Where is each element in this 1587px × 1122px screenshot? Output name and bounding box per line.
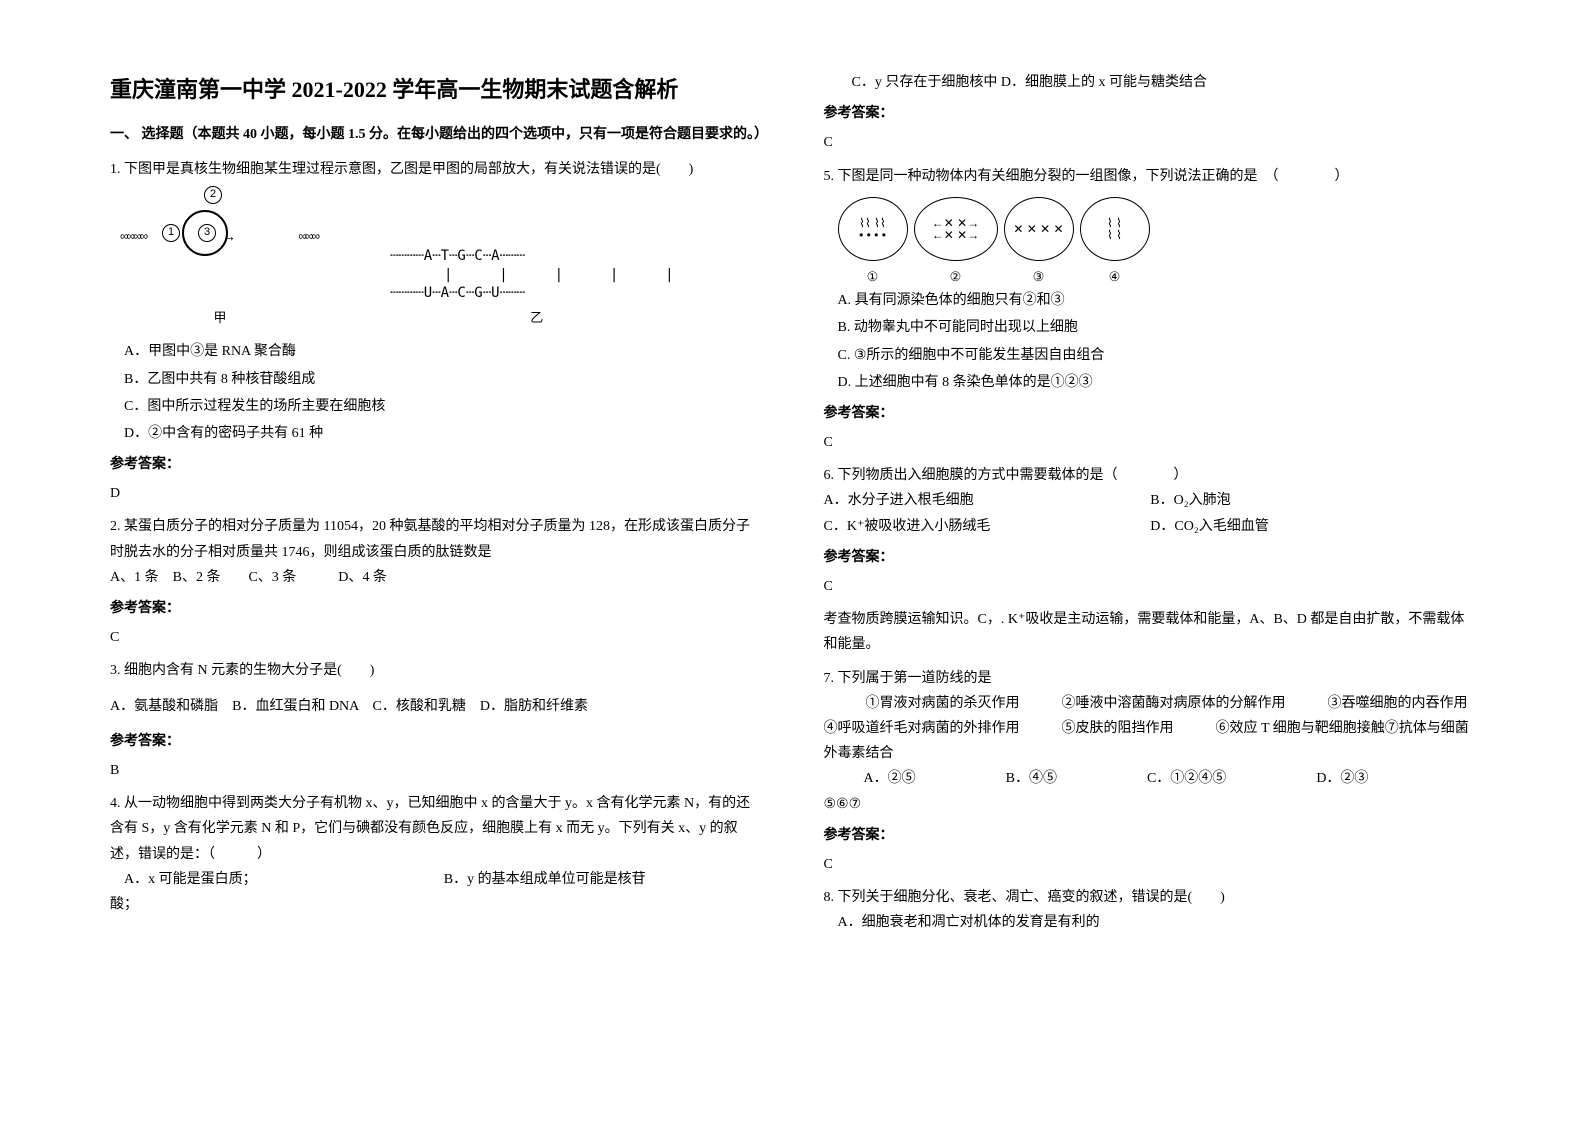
- cell-1: ⌇⌇ ⌇⌇• • • •: [838, 197, 908, 261]
- question-2: 2. 某蛋白质分子的相对分子质量为 11054，20 种氨基酸的平均相对分子质量…: [110, 514, 764, 650]
- q7-optA: A．②⑤: [864, 766, 916, 791]
- q2-options: A、1 条 B、2 条 C、3 条 D、4 条: [110, 565, 764, 590]
- q6-row2: C．K⁺被吸收进入小肠绒毛 D．CO₂入毛细血管: [824, 514, 1478, 539]
- arrow-icon: →: [222, 224, 236, 249]
- q1-figure-left: 2 1 3 → ∞∞∞∞ ∞∞∞ 甲: [130, 192, 310, 329]
- q7-options-row: A．②⑤ B．④⑤ C．①②④⑤ D．②③: [864, 766, 1478, 791]
- q4-stem: 4. 从一动物细胞中得到两类大分子有机物 x、y，已知细胞中 x 的含量大于 y…: [110, 791, 764, 867]
- q4-optB: B．y 的基本组成单位可能是核苷: [444, 867, 764, 892]
- q1-figure-right: ┄┄┄┄A┄T┄G┄C┄A┄┄┄ | | | | | ┄┄┄┄U┄A┄C┄G┄U…: [390, 247, 684, 329]
- answer-label: 参考答案：: [110, 452, 764, 477]
- q2-stem: 2. 某蛋白质分子的相对分子质量为 11054，20 种氨基酸的平均相对分子质量…: [110, 514, 764, 564]
- question-4-cont: C．y 只存在于细胞核中 D．细胞膜上的 x 可能与糖类结合 参考答案： C: [824, 70, 1478, 156]
- q7-body: ①胃液对病菌的杀灭作用 ②唾液中溶菌酶对病原体的分解作用 ③吞噬细胞的内吞作用 …: [824, 691, 1478, 767]
- q3-answer: B: [110, 758, 764, 783]
- q6-optD: D．CO₂入毛细血管: [1150, 514, 1477, 539]
- q8-stem: 8. 下列关于细胞分化、衰老、凋亡、癌变的叙述，错误的是( ): [824, 885, 1478, 910]
- q6-explain: 考查物质跨膜运输知识。C，. K⁺吸收是主动运输，需要载体和能量，A、B、D 都…: [824, 607, 1478, 657]
- q8-options: A．细胞衰老和凋亡对机体的发育是有利的: [838, 910, 1478, 935]
- q6-optA: A．水分子进入根毛细胞: [824, 488, 1151, 513]
- q7-stem: 7. 下列属于第一道防线的是: [824, 666, 1478, 691]
- q1-optC: C．图中所示过程发生的场所主要在细胞核: [124, 394, 764, 419]
- q4-optA: A．x 可能是蛋白质；: [124, 867, 444, 892]
- q5-figure: ⌇⌇ ⌇⌇• • • • ←✕ ✕→←✕ ✕→ ✕ ✕ ✕ ✕ ⌇ ⌇⌇ ⌇: [838, 197, 1478, 261]
- answer-label: 参考答案：: [824, 823, 1478, 848]
- q1-answer: D: [110, 481, 764, 506]
- chain-left-icon: ∞∞∞∞: [120, 226, 146, 248]
- q1-figure: 2 1 3 → ∞∞∞∞ ∞∞∞ 甲 ┄┄┄┄A┄T┄G┄C┄A┄┄┄ | | …: [130, 192, 764, 329]
- q1-optD: D．②中含有的密码子共有 61 种: [124, 421, 764, 446]
- answer-label: 参考答案：: [824, 101, 1478, 126]
- question-8: 8. 下列关于细胞分化、衰老、凋亡、癌变的叙述，错误的是( ) A．细胞衰老和凋…: [824, 885, 1478, 935]
- left-column: 重庆潼南第一中学 2021-2022 学年高一生物期末试题含解析 一、 选择题（…: [90, 70, 794, 1082]
- q5-labels: ① ② ③ ④: [838, 265, 1478, 288]
- q6-optB: B．O₂入肺泡: [1150, 488, 1477, 513]
- cell-3: ✕ ✕ ✕ ✕: [1004, 197, 1074, 261]
- question-1: 1. 下图甲是真核生物细胞某生理过程示意图，乙图是甲图的局部放大，有关说法错误的…: [110, 157, 764, 507]
- q1-optB: B．乙图中共有 8 种核苷酸组成: [124, 367, 764, 392]
- dna-top: ┄┄┄┄A┄T┄G┄C┄A┄┄┄: [390, 248, 525, 264]
- q5-optC: C. ③所示的细胞中不可能发生基因自由组合: [838, 343, 1478, 368]
- chain-right-icon: ∞∞∞: [298, 226, 318, 248]
- q5-answer: C: [824, 430, 1478, 455]
- q3-options: A．氨基酸和磷脂 B．血红蛋白和 DNA C．核酸和乳糖 D．脂肪和纤维素: [110, 694, 764, 719]
- q5-optB: B. 动物睾丸中不可能同时出现以上细胞: [838, 315, 1478, 340]
- chrom-icon: ⌇⌇ ⌇⌇• • • •: [859, 217, 886, 241]
- q5-optD: D. 上述细胞中有 8 条染色单体的是①②③: [838, 370, 1478, 395]
- page-title: 重庆潼南第一中学 2021-2022 学年高一生物期末试题含解析: [110, 70, 764, 110]
- section-header: 一、 选择题（本题共 40 小题，每小题 1.5 分。在每小题给出的四个选项中，…: [110, 122, 764, 147]
- q2-answer: C: [110, 625, 764, 650]
- q5-options: A. 具有同源染色体的细胞只有②和③ B. 动物睾丸中不可能同时出现以上细胞 C…: [838, 288, 1478, 395]
- q7-optC: C．①②④⑤: [1147, 766, 1226, 791]
- chrom-icon: ←✕ ✕→←✕ ✕→: [932, 217, 979, 241]
- q7-optE2: ⑤⑥⑦: [824, 792, 1478, 817]
- q6-optC: C．K⁺被吸收进入小肠绒毛: [824, 514, 1151, 539]
- question-5: 5. 下图是同一种动物体内有关细胞分裂的一组图像，下列说法正确的是 （ ） ⌇⌇…: [824, 164, 1478, 456]
- q5-l3: ③: [1004, 265, 1074, 288]
- q5-l2: ②: [914, 265, 998, 288]
- caption-right: 乙: [390, 306, 684, 329]
- q7-optB: B．④⑤: [1006, 766, 1057, 791]
- chrom-icon: ⌇ ⌇⌇ ⌇: [1107, 217, 1122, 241]
- label-3: 3: [198, 224, 216, 242]
- q1-stem: 1. 下图甲是真核生物细胞某生理过程示意图，乙图是甲图的局部放大，有关说法错误的…: [110, 157, 764, 182]
- cell-2: ←✕ ✕→←✕ ✕→: [914, 197, 998, 261]
- q5-optA: A. 具有同源染色体的细胞只有②和③: [838, 288, 1478, 313]
- q6-row1: A．水分子进入根毛细胞 B．O₂入肺泡: [824, 488, 1478, 513]
- chrom-icon: ✕ ✕ ✕ ✕: [1013, 223, 1063, 235]
- q7-optD: D．②③: [1316, 766, 1368, 791]
- q4-suffix: 酸；: [110, 892, 764, 917]
- label-1: 1: [162, 224, 180, 242]
- q4-opts-row1: A．x 可能是蛋白质； B．y 的基本组成单位可能是核苷: [124, 867, 764, 892]
- q6-stem: 6. 下列物质出入细胞膜的方式中需要载体的是（ ）: [824, 463, 1478, 488]
- right-column: C．y 只存在于细胞核中 D．细胞膜上的 x 可能与糖类结合 参考答案： C 5…: [794, 70, 1498, 1082]
- dna-diagram: ┄┄┄┄A┄T┄G┄C┄A┄┄┄ | | | | | ┄┄┄┄U┄A┄C┄G┄U…: [390, 247, 684, 302]
- label-2: 2: [204, 186, 222, 204]
- question-7: 7. 下列属于第一道防线的是 ①胃液对病菌的杀灭作用 ②唾液中溶菌酶对病原体的分…: [824, 666, 1478, 878]
- q1-options: A．甲图中③是 RNA 聚合酶 B．乙图中共有 8 种核苷酸组成 C．图中所示过…: [124, 339, 764, 446]
- q6-answer: C: [824, 574, 1478, 599]
- question-4: 4. 从一动物细胞中得到两类大分子有机物 x、y，已知细胞中 x 的含量大于 y…: [110, 791, 764, 917]
- q1-optA: A．甲图中③是 RNA 聚合酶: [124, 339, 764, 364]
- answer-label: 参考答案：: [824, 401, 1478, 426]
- q7-answer: C: [824, 852, 1478, 877]
- answer-label: 参考答案：: [824, 545, 1478, 570]
- q4-optC: C．y 只存在于细胞核中 D．细胞膜上的 x 可能与糖类结合: [852, 70, 1478, 95]
- q3-stem: 3. 细胞内含有 N 元素的生物大分子是( ): [110, 658, 764, 683]
- q4-answer: C: [824, 130, 1478, 155]
- cell-4: ⌇ ⌇⌇ ⌇: [1080, 197, 1150, 261]
- q5-stem: 5. 下图是同一种动物体内有关细胞分裂的一组图像，下列说法正确的是 （ ）: [824, 164, 1478, 189]
- question-6: 6. 下列物质出入细胞膜的方式中需要载体的是（ ） A．水分子进入根毛细胞 B．…: [824, 463, 1478, 657]
- dna-bot: ┄┄┄┄U┄A┄C┄G┄U┄┄┄: [390, 285, 525, 301]
- q5-l1: ①: [838, 265, 908, 288]
- caption-left: 甲: [130, 306, 310, 329]
- answer-label: 参考答案：: [110, 729, 764, 754]
- answer-label: 参考答案：: [110, 596, 764, 621]
- q1-cell-diagram: 2 1 3 → ∞∞∞∞ ∞∞∞: [130, 192, 310, 302]
- q5-l4: ④: [1080, 265, 1150, 288]
- dna-bonds: | | | | |: [390, 267, 684, 283]
- question-3: 3. 细胞内含有 N 元素的生物大分子是( ) A．氨基酸和磷脂 B．血红蛋白和…: [110, 658, 764, 783]
- q8-optA: A．细胞衰老和凋亡对机体的发育是有利的: [838, 910, 1478, 935]
